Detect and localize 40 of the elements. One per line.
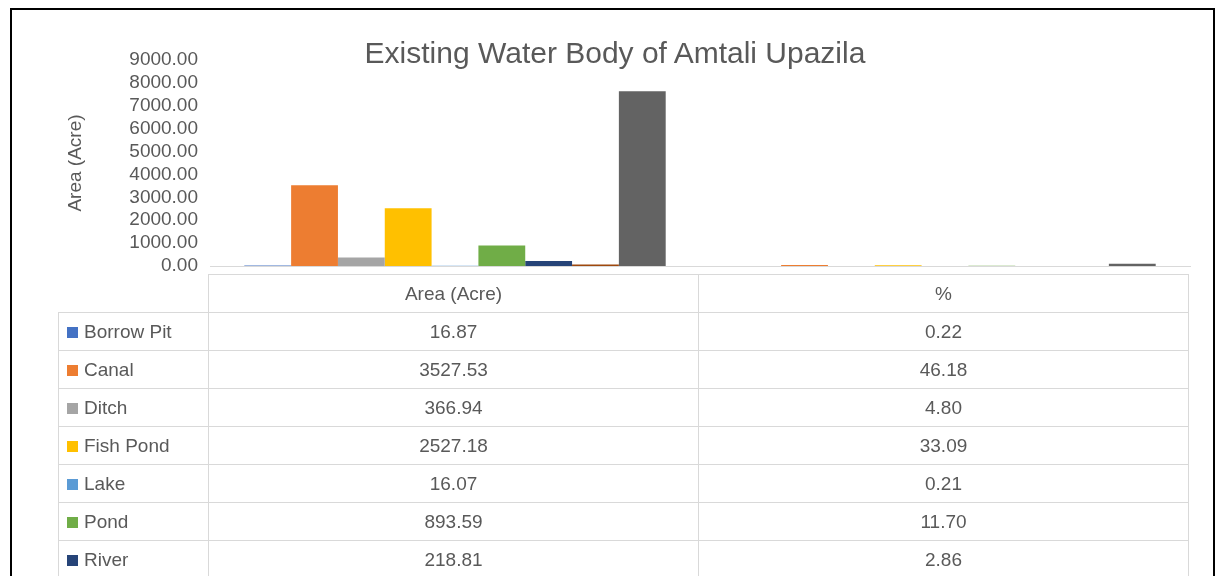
y-tick-label: 3000.00: [129, 185, 198, 207]
y-tick-label: 7000.00: [129, 94, 198, 116]
data-label: 2.86: [698, 540, 1189, 576]
y-axis-title: Area (Acre): [63, 114, 85, 212]
y-tick-label: 4000.00: [129, 162, 198, 184]
bar: [478, 245, 526, 266]
bar: [618, 91, 666, 266]
y-tick-label: 5000.00: [129, 139, 198, 161]
data-label: 46.18: [698, 350, 1189, 389]
chart-title: Existing Water Body of Amtali Upazila: [363, 36, 867, 70]
data-label: 16.87: [208, 312, 699, 351]
bar: [291, 185, 338, 266]
bar: [337, 257, 385, 266]
y-tick-label: 9000.00: [129, 48, 198, 70]
data-label: 33.09: [698, 426, 1189, 465]
data-label: 2527.18: [208, 426, 699, 465]
y-tick-label: 2000.00: [129, 208, 198, 230]
data-label: 0.21: [698, 464, 1189, 503]
data-label: 0.22: [698, 312, 1189, 351]
y-tick-label: 1000.00: [129, 231, 198, 253]
bar: [384, 208, 432, 266]
legend-label: Borrow Pit: [58, 312, 209, 351]
legend-label: Pond: [58, 502, 209, 541]
data-label: 366.94: [208, 388, 699, 427]
data-label: 4.80: [698, 388, 1189, 427]
y-tick-label: 0.00: [161, 254, 198, 276]
legend-label: Fish Pond: [58, 426, 209, 465]
y-tick-label: 8000.00: [129, 71, 198, 93]
data-label: 16.07: [208, 464, 699, 503]
data-label: 3527.53: [208, 350, 699, 389]
legend-label: River: [58, 540, 209, 576]
x-tick-label: %: [698, 274, 1189, 313]
data-label: 893.59: [208, 502, 699, 541]
data-label: 218.81: [208, 540, 699, 576]
y-tick-label: 6000.00: [129, 116, 198, 138]
data-label: 11.70: [698, 502, 1189, 541]
legend-label: Lake: [58, 464, 209, 503]
legend-label: Ditch: [58, 388, 209, 427]
bar: [525, 260, 573, 266]
legend-label: Canal: [58, 350, 209, 389]
